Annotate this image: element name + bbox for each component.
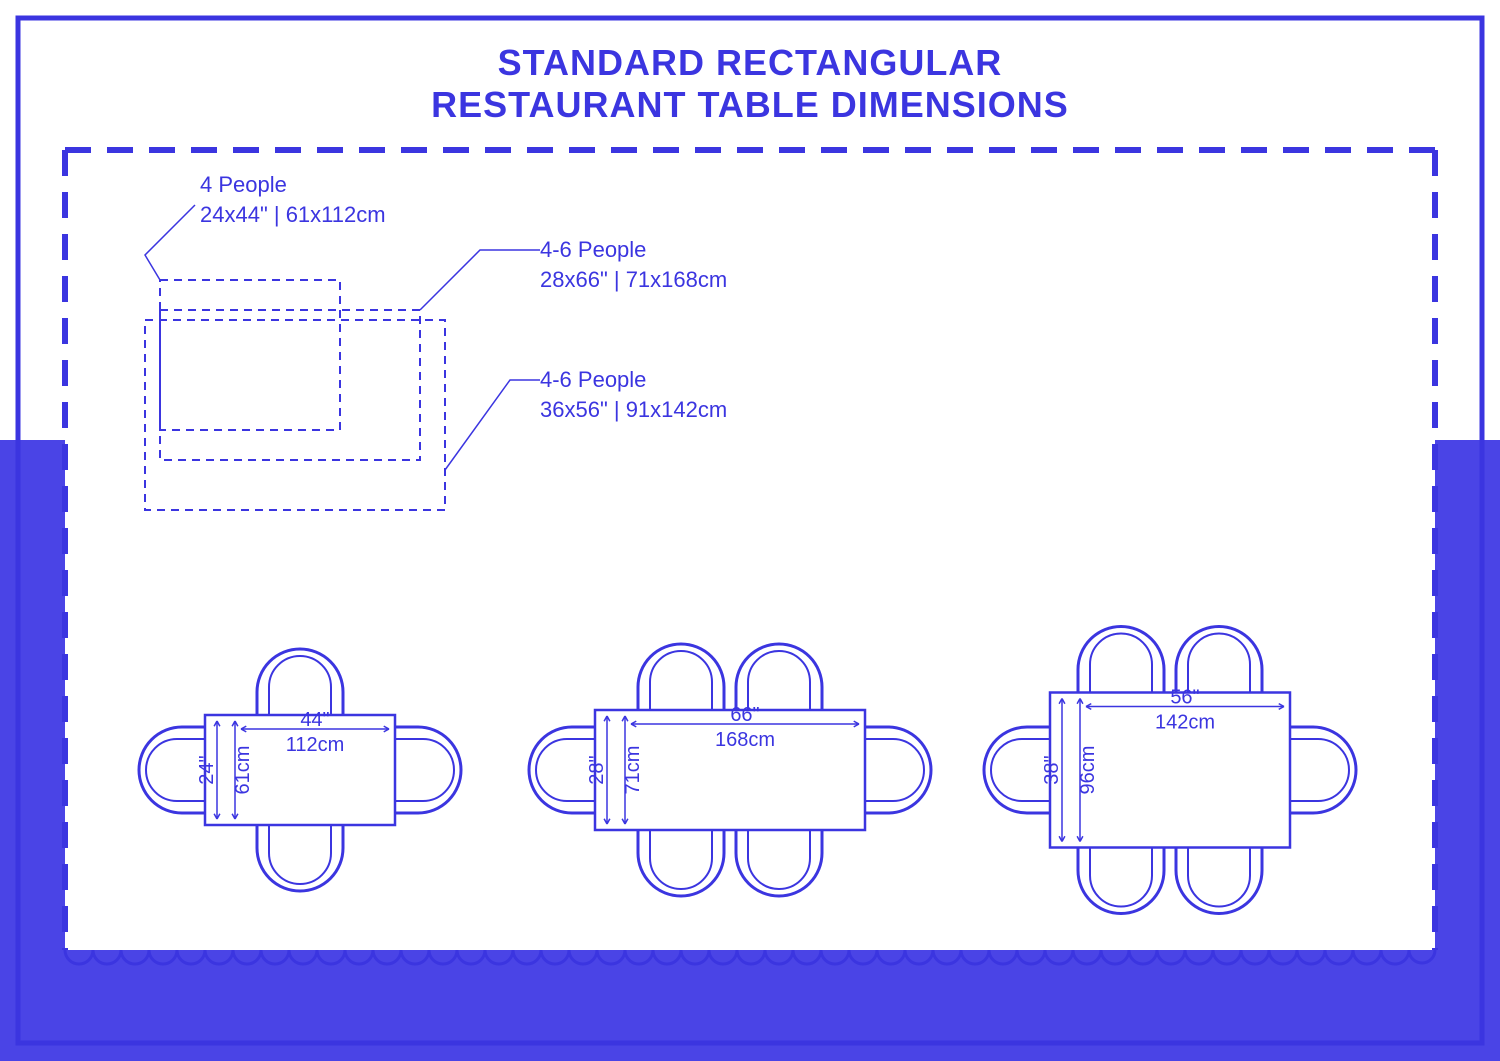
dim-h-cm: 96cm [1077, 746, 1099, 795]
dim-h-in: 24" [196, 755, 218, 784]
dim-w-cm: 112cm [286, 734, 345, 756]
chair-icon [1078, 844, 1164, 914]
callout-people: 4-6 People [540, 365, 727, 395]
title-line2: RESTAURANT TABLE DIMENSIONS [0, 84, 1500, 126]
dim-h-cm: 71cm [622, 746, 644, 795]
chair-icon [861, 727, 931, 813]
dim-w-in: 44" [300, 709, 329, 731]
dim-w-cm: 168cm [715, 729, 775, 751]
chair-icon [638, 826, 724, 896]
chair-icon [1078, 627, 1164, 697]
dim-h-in: 38" [1041, 755, 1063, 784]
callout-label-1: 4-6 People28x66" | 71x168cm [540, 235, 727, 294]
callout-people: 4 People [200, 170, 386, 200]
dim-w-cm: 142cm [1155, 712, 1215, 734]
callout-label-2: 4-6 People36x56" | 91x142cm [540, 365, 727, 424]
callout-dims: 28x66" | 71x168cm [540, 265, 727, 295]
callout-dims: 24x44" | 61x112cm [200, 200, 386, 230]
chair-icon [1286, 727, 1356, 813]
chair-icon [736, 826, 822, 896]
callout-dims: 36x56" | 91x142cm [540, 395, 727, 425]
diagram-svg: 44" 112cm 24" 61cm 66" 168cm 28" 71cm 56" 142cm 38… [0, 0, 1500, 1061]
chair-icon [638, 644, 724, 714]
dim-w-in: 66" [730, 704, 759, 726]
callout-people: 4-6 People [540, 235, 727, 265]
callout-label-0: 4 People24x44" | 61x112cm [200, 170, 386, 229]
dim-h-in: 28" [586, 755, 608, 784]
chair-icon [257, 821, 343, 891]
diagram-title: STANDARD RECTANGULAR RESTAURANT TABLE DI… [0, 42, 1500, 126]
chair-icon [1176, 844, 1262, 914]
dim-w-in: 56" [1170, 687, 1199, 709]
chair-icon [391, 727, 461, 813]
diagram-canvas: 44" 112cm 24" 61cm 66" 168cm 28" 71cm 56" 142cm 38… [0, 0, 1500, 1061]
title-line1: STANDARD RECTANGULAR [0, 42, 1500, 84]
dim-h-cm: 61cm [232, 746, 254, 795]
